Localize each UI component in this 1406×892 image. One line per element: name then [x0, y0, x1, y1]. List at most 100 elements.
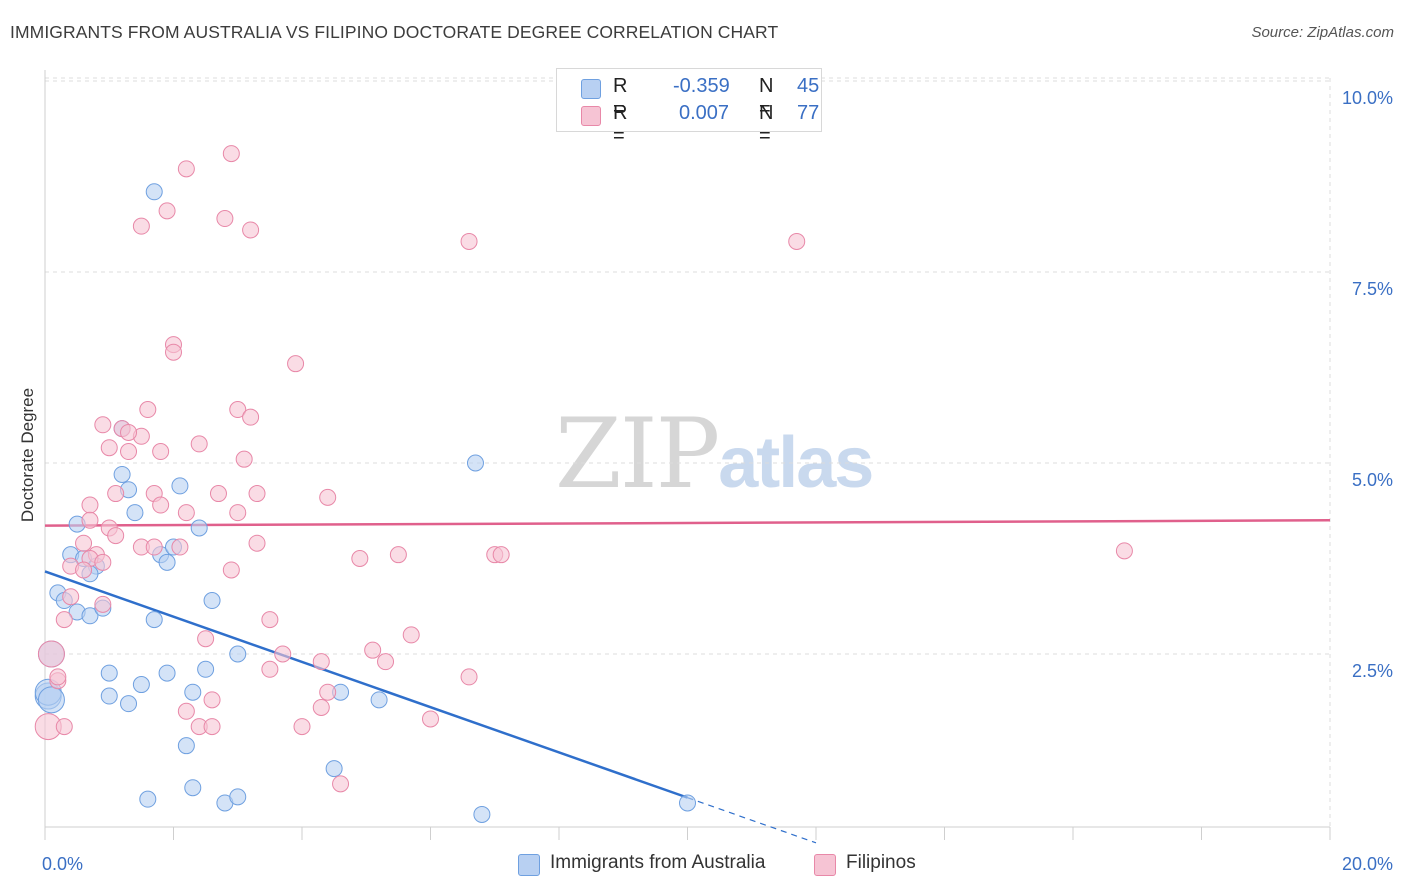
point-australia: [190, 519, 208, 537]
point-filipinos: [222, 145, 240, 163]
point-filipinos: [107, 527, 125, 545]
chart-title: IMMIGRANTS FROM AUSTRALIA VS FILIPINO DO…: [10, 22, 779, 42]
watermark-zip: ZIP: [555, 398, 720, 510]
point-filipinos: [75, 561, 93, 579]
point-australia: [171, 477, 189, 495]
point-filipinos: [248, 534, 266, 552]
point-australia: [145, 183, 163, 201]
point-filipinos: [422, 710, 439, 728]
point-filipinos: [203, 691, 221, 709]
legend-box: R = -0.359 N = 45 R = 0.007 N = 77: [556, 68, 822, 147]
data-points: [34, 145, 1133, 823]
point-australia: [184, 683, 202, 701]
legend-r-value: -0.359: [673, 75, 730, 97]
point-filipinos: [49, 668, 67, 686]
point-filipinos: [312, 653, 330, 671]
point-filipinos: [332, 775, 350, 793]
legend-swatch-blue: [581, 79, 601, 99]
point-australia: [37, 686, 65, 714]
legend-n-label: N =: [759, 75, 774, 120]
trend-line-australia: [44, 570, 688, 799]
point-australia: [184, 779, 202, 797]
point-filipinos: [274, 645, 292, 663]
point-filipinos: [75, 534, 93, 552]
point-filipinos: [209, 485, 227, 503]
point-filipinos: [287, 355, 305, 373]
point-filipinos: [94, 553, 112, 571]
point-filipinos: [235, 450, 253, 468]
legend-swatch-pink: [581, 106, 601, 126]
point-filipinos: [139, 401, 157, 419]
gridlines: [45, 77, 1331, 827]
legend-n-label: N =: [759, 102, 774, 147]
legend-r-label: R =: [613, 75, 628, 120]
bottom-legend-label: Filipinos: [846, 852, 916, 873]
point-australia: [158, 553, 176, 571]
source-credit: Source: ZipAtlas.com: [1251, 24, 1394, 41]
point-australia: [203, 592, 221, 610]
point-filipinos: [152, 443, 170, 461]
point-australia: [325, 760, 343, 778]
point-filipinos: [158, 202, 176, 220]
point-australia: [370, 691, 388, 709]
point-filipinos: [37, 640, 65, 668]
point-filipinos: [120, 423, 138, 441]
point-filipinos: [389, 546, 407, 564]
point-filipinos: [261, 611, 279, 629]
point-filipinos: [229, 401, 247, 419]
point-australia: [81, 607, 99, 625]
point-filipinos: [177, 504, 195, 522]
point-australia: [679, 794, 696, 812]
point-filipinos: [203, 718, 221, 736]
y-tick-label: 7.5%: [1352, 279, 1393, 299]
point-filipinos: [492, 546, 510, 564]
point-filipinos: [55, 718, 73, 736]
point-filipinos: [377, 653, 395, 671]
point-filipinos: [81, 496, 99, 514]
point-australia: [100, 664, 118, 682]
point-filipinos: [120, 443, 138, 461]
point-filipinos: [222, 561, 240, 579]
y-tick-label: 5.0%: [1352, 470, 1393, 490]
point-australia: [229, 645, 247, 663]
point-filipinos: [177, 702, 195, 720]
point-filipinos: [152, 496, 170, 514]
point-filipinos: [1115, 542, 1133, 560]
legend-r-value: 0.007: [679, 102, 730, 124]
y-tick-label: 10.0%: [1342, 88, 1393, 108]
point-australia: [177, 737, 195, 755]
point-filipinos: [81, 511, 99, 529]
point-australia: [473, 805, 491, 823]
y-axis-label: Doctorate Degree: [18, 387, 37, 523]
point-filipinos: [107, 485, 125, 503]
point-filipinos: [190, 435, 208, 453]
point-filipinos: [312, 698, 330, 716]
point-filipinos: [94, 416, 112, 434]
point-filipinos: [55, 611, 73, 629]
point-filipinos: [145, 538, 163, 556]
point-filipinos: [177, 160, 195, 178]
point-filipinos: [364, 641, 382, 659]
point-australia: [229, 788, 247, 806]
point-filipinos: [319, 488, 337, 506]
tick-labels: 2.5% 5.0% 7.5% 10.0% 0.0% 20.0%: [42, 88, 1393, 874]
point-filipinos: [460, 668, 478, 686]
point-filipinos: [242, 408, 260, 426]
bottom-legend-swatch-blue: [518, 854, 540, 876]
trend-line-filipinos: [44, 519, 1331, 527]
point-australia: [158, 664, 176, 682]
point-filipinos: [197, 630, 215, 648]
point-filipinos: [460, 232, 478, 250]
point-filipinos: [788, 232, 806, 250]
point-australia: [100, 687, 118, 705]
point-filipinos: [62, 588, 80, 606]
trend-lines: [44, 519, 1331, 844]
point-filipinos: [100, 439, 118, 457]
point-filipinos: [216, 210, 234, 228]
y-tick-label: 2.5%: [1352, 661, 1393, 681]
point-filipinos: [132, 217, 150, 235]
point-australia: [139, 790, 157, 808]
point-filipinos: [165, 343, 182, 361]
point-australia: [197, 660, 215, 678]
bottom-legend-label: Immigrants from Australia: [550, 852, 766, 873]
